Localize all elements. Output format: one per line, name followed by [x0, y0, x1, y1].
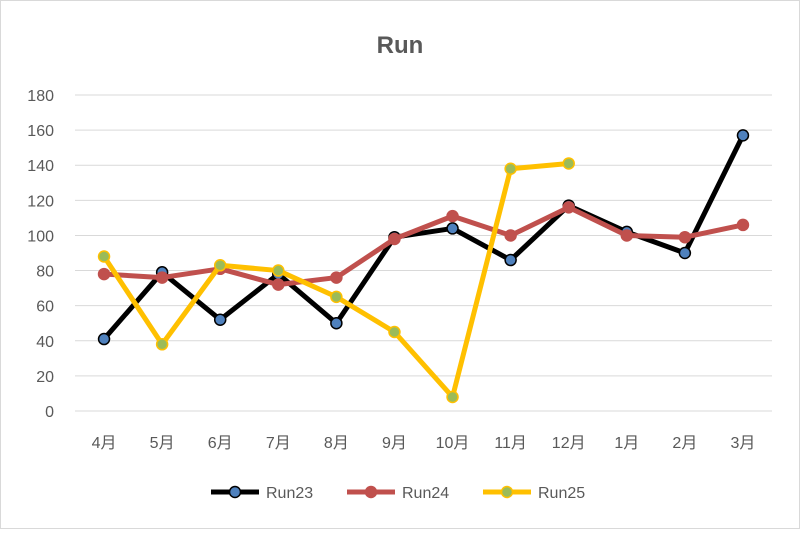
data-point-run24 [97, 267, 111, 281]
x-tick-label: 4月 [92, 435, 117, 452]
y-axis: 0 20 40 60 80 100 120 140 160 180 [27, 88, 54, 421]
x-tick-label: 10月 [436, 435, 470, 452]
y-tick-label: 20 [36, 369, 54, 386]
legend-marker [364, 485, 378, 499]
data-point-run23 [97, 332, 111, 346]
data-point-run25 [155, 338, 169, 351]
x-tick-label: 7月 [266, 435, 291, 452]
data-point-run24 [678, 230, 692, 244]
legend-marker [500, 485, 514, 499]
x-axis: 4月 5月 6月 7月 8月 9月 10月 11月 12月 1月 2月 3月 [92, 435, 756, 452]
data-point-run25 [330, 290, 343, 304]
legend-label: Run25 [538, 485, 585, 502]
y-tick-label: 40 [36, 334, 54, 351]
chart-title: Run [377, 32, 424, 59]
legend-marker [228, 485, 242, 499]
data-point-run25 [388, 325, 401, 339]
data-point-run24 [562, 201, 575, 214]
y-tick-label: 120 [27, 193, 54, 210]
x-tick-label: 1月 [614, 435, 639, 452]
data-point-run23 [678, 246, 692, 260]
data-point-run23 [330, 316, 343, 330]
legend-label: Run24 [402, 485, 449, 502]
y-tick-label: 80 [36, 264, 54, 281]
data-point-run24 [620, 229, 634, 242]
x-tick-label: 8月 [324, 435, 349, 452]
x-tick-label: 3月 [731, 435, 756, 452]
x-tick-label: 2月 [672, 435, 697, 452]
x-tick-label: 5月 [150, 435, 175, 452]
series-line-run24 [101, 204, 746, 288]
legend: Run23 Run24 Run25 [211, 485, 585, 502]
y-tick-label: 160 [27, 123, 54, 140]
legend-label: Run23 [266, 485, 313, 502]
y-tick-label: 100 [27, 228, 54, 245]
data-point-run24 [330, 271, 343, 284]
data-point-run24 [504, 229, 517, 242]
data-point-run25 [446, 390, 459, 404]
y-tick-label: 0 [45, 404, 54, 421]
y-tick-label: 60 [36, 299, 54, 316]
data-point-run24 [446, 209, 459, 223]
data-point-run25 [213, 259, 227, 272]
data-point-run24 [736, 218, 750, 232]
y-tick-label: 140 [27, 158, 54, 175]
x-tick-label: 11月 [494, 435, 527, 452]
data-point-run25 [562, 157, 575, 170]
data-point-run24 [155, 271, 169, 284]
data-point-run23 [446, 222, 459, 235]
data-point-run23 [213, 313, 227, 326]
data-point-run24 [272, 278, 285, 291]
data-point-run25 [504, 162, 517, 175]
x-tick-label: 9月 [382, 435, 407, 452]
data-point-run25 [272, 264, 285, 277]
x-tick-label: 6月 [208, 435, 233, 452]
data-point-run23 [736, 129, 750, 142]
series-layer [97, 129, 750, 404]
data-point-run25 [97, 250, 111, 263]
y-tick-label: 180 [27, 88, 54, 105]
data-point-run24 [388, 232, 401, 246]
x-tick-label: 12月 [552, 435, 586, 452]
data-point-run23 [504, 253, 517, 267]
